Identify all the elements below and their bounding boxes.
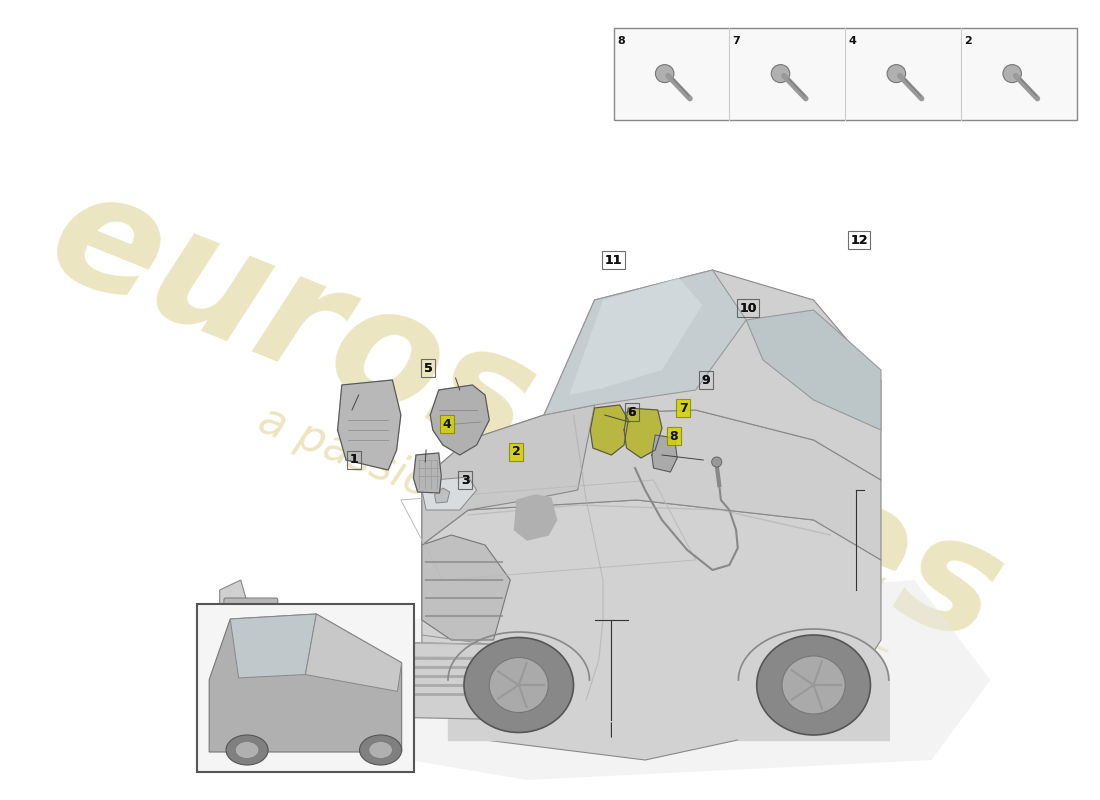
Text: 11: 11 <box>605 254 623 266</box>
Polygon shape <box>515 495 557 540</box>
Polygon shape <box>230 614 317 678</box>
Ellipse shape <box>782 656 845 714</box>
Text: 11: 11 <box>605 254 623 266</box>
Polygon shape <box>434 488 450 503</box>
Ellipse shape <box>1003 65 1022 82</box>
Text: 1: 1 <box>350 454 359 466</box>
Text: 1: 1 <box>350 454 359 466</box>
Text: eurospares: eurospares <box>29 155 1023 677</box>
Polygon shape <box>338 380 400 470</box>
Polygon shape <box>220 580 544 720</box>
Polygon shape <box>409 580 990 780</box>
Text: 9: 9 <box>702 374 711 386</box>
Ellipse shape <box>360 735 401 765</box>
Polygon shape <box>422 410 881 560</box>
Text: 6: 6 <box>628 406 637 418</box>
Ellipse shape <box>490 658 548 713</box>
Polygon shape <box>746 310 881 430</box>
Text: 3: 3 <box>461 474 470 486</box>
Text: 2: 2 <box>965 36 972 46</box>
Polygon shape <box>430 385 490 455</box>
Polygon shape <box>422 477 476 510</box>
Text: 10: 10 <box>739 302 757 314</box>
Bar <box>614 28 1077 120</box>
Text: 12: 12 <box>850 234 868 246</box>
Polygon shape <box>414 453 441 493</box>
Text: 7: 7 <box>679 402 688 414</box>
Text: 9: 9 <box>702 374 711 386</box>
Text: 10: 10 <box>739 302 757 314</box>
Ellipse shape <box>226 735 268 765</box>
Polygon shape <box>422 500 881 760</box>
Text: 7: 7 <box>733 36 740 46</box>
Text: 3: 3 <box>461 474 470 486</box>
Text: 12: 12 <box>850 234 868 246</box>
Polygon shape <box>422 405 595 545</box>
Polygon shape <box>652 435 678 472</box>
FancyBboxPatch shape <box>224 598 278 632</box>
Polygon shape <box>570 278 703 395</box>
Ellipse shape <box>757 635 870 735</box>
Polygon shape <box>209 614 402 752</box>
Text: 6: 6 <box>628 406 637 418</box>
Polygon shape <box>544 270 746 415</box>
Ellipse shape <box>712 457 722 467</box>
Text: 5: 5 <box>424 362 432 374</box>
FancyBboxPatch shape <box>197 604 415 772</box>
Text: 5: 5 <box>424 362 432 374</box>
Polygon shape <box>544 270 881 480</box>
Polygon shape <box>591 405 628 455</box>
Ellipse shape <box>464 638 573 733</box>
Polygon shape <box>422 535 510 640</box>
Polygon shape <box>624 408 662 458</box>
Polygon shape <box>306 614 402 691</box>
Ellipse shape <box>235 742 258 758</box>
Ellipse shape <box>368 742 393 758</box>
Ellipse shape <box>771 65 790 82</box>
Ellipse shape <box>656 65 674 82</box>
Text: 8: 8 <box>670 430 678 442</box>
Text: 8: 8 <box>617 36 625 46</box>
Text: a passion for parts since 1985: a passion for parts since 1985 <box>252 398 891 690</box>
Ellipse shape <box>887 65 905 82</box>
Text: 4: 4 <box>848 36 857 46</box>
Text: 2: 2 <box>512 446 520 458</box>
Text: 4: 4 <box>442 418 451 430</box>
